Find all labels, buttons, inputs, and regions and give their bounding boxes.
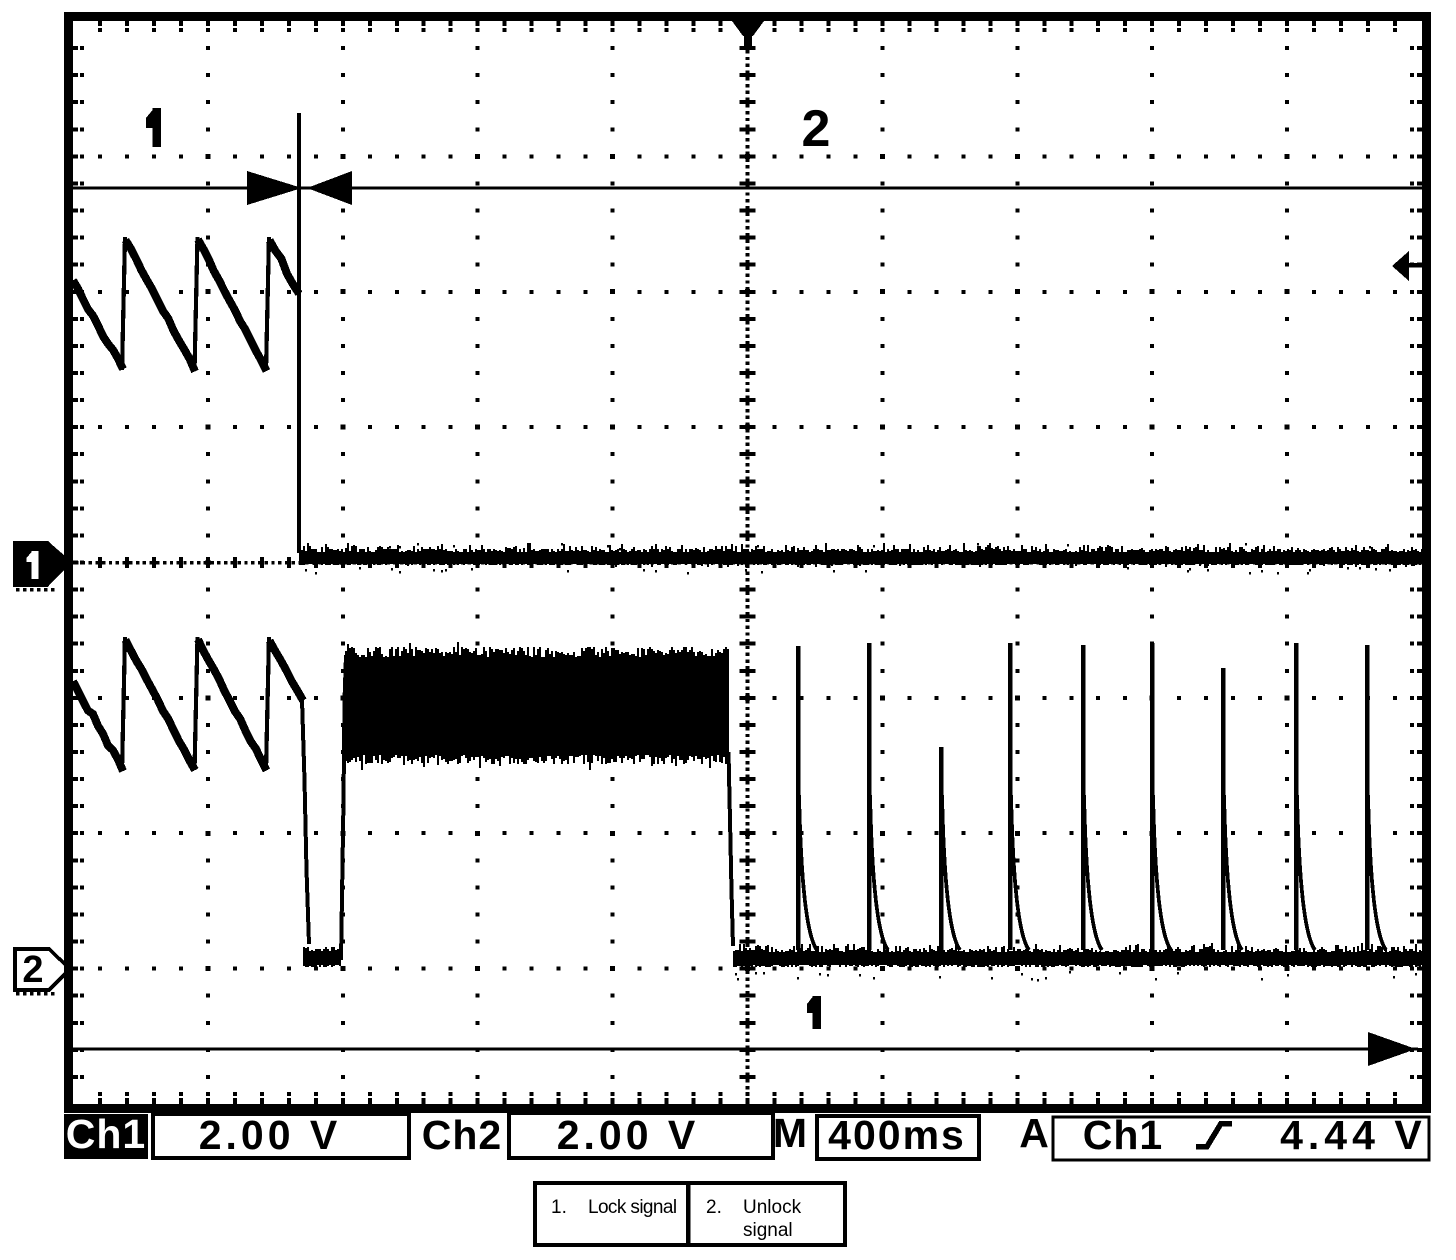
svg-text:V: V [1394,1112,1422,1158]
svg-text:Ch1: Ch1 [1083,1112,1163,1158]
svg-text:2.00 V: 2.00 V [199,1112,342,1158]
svg-text:A: A [1019,1110,1049,1156]
svg-text:2.00 V: 2.00 V [557,1112,700,1158]
svg-text:Unlock: Unlock [743,1197,802,1218]
svg-text:Ch1: Ch1 [66,1111,146,1157]
svg-text:2: 2 [802,100,831,158]
svg-text:2: 2 [22,949,43,991]
svg-text:400ms: 400ms [828,1112,966,1158]
svg-text:4.44: 4.44 [1280,1112,1380,1158]
svg-text:Lock signal: Lock signal [588,1197,676,1218]
svg-text:signal: signal [743,1220,793,1241]
svg-text:Ch2: Ch2 [422,1112,502,1158]
svg-text:2.: 2. [706,1197,722,1218]
svg-text:1.: 1. [551,1197,567,1218]
svg-text:M: M [773,1110,807,1156]
